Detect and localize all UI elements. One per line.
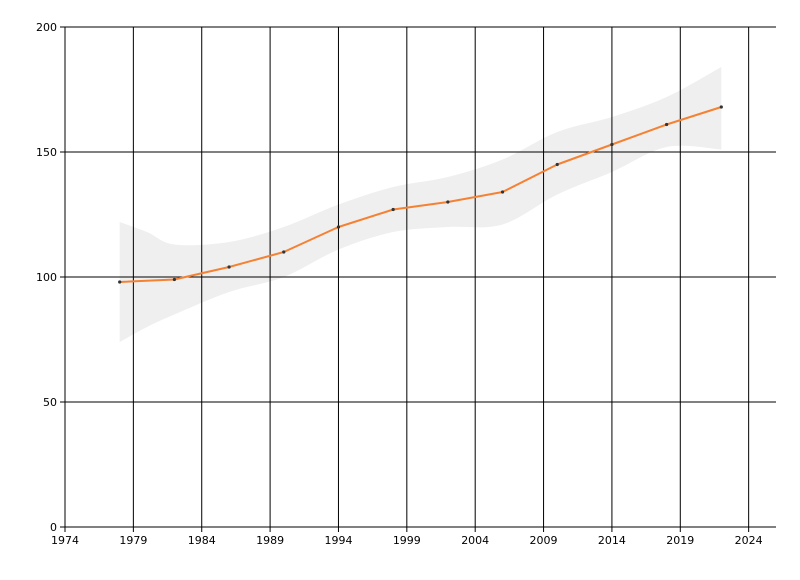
data-point [227, 265, 231, 269]
data-point [719, 105, 723, 109]
y-tick-label: 0 [50, 521, 57, 534]
data-point [610, 142, 614, 147]
x-tick-label: 2024 [735, 534, 763, 547]
x-tick-label: 2004 [461, 534, 489, 547]
y-tick-label: 150 [36, 146, 57, 159]
x-tick-label: 1984 [188, 534, 216, 547]
data-point [665, 122, 669, 127]
data-point [172, 277, 176, 282]
data-point [336, 225, 341, 229]
x-tick-label: 1979 [119, 534, 147, 547]
x-tick-label: 1994 [324, 534, 352, 547]
series-layer [118, 105, 723, 284]
data-point [500, 190, 505, 194]
x-tick-label: 1974 [51, 534, 79, 547]
data-point [118, 280, 122, 284]
x-tick-label: 1999 [393, 534, 421, 547]
confidence-band-layer [119, 67, 722, 342]
x-tick-label: 2019 [666, 534, 694, 547]
y-tick-label: 200 [36, 21, 57, 34]
x-tick-label: 1989 [256, 534, 284, 547]
y-tick-label: 100 [36, 271, 57, 284]
data-point [391, 207, 395, 212]
y-tick-label: 50 [43, 396, 57, 409]
x-tick-label: 2014 [598, 534, 626, 547]
axis-layer: 0 50 100 150 200 1974 1979 1984 1989 1994 1999 2004… [36, 21, 776, 547]
x-tick-label: 2009 [530, 534, 558, 547]
series-line [119, 106, 722, 283]
data-point [555, 162, 559, 167]
data-point [446, 200, 450, 204]
confidence-band [119, 67, 722, 342]
data-point [282, 250, 286, 254]
